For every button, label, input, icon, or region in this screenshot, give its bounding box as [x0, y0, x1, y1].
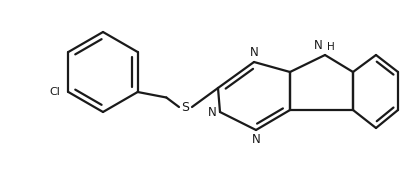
Text: N: N — [208, 105, 217, 118]
Text: S: S — [181, 100, 189, 114]
Text: N: N — [314, 39, 323, 52]
Text: N: N — [252, 133, 261, 146]
Text: N: N — [249, 46, 259, 59]
Text: H: H — [327, 42, 335, 52]
Text: Cl: Cl — [49, 87, 60, 97]
